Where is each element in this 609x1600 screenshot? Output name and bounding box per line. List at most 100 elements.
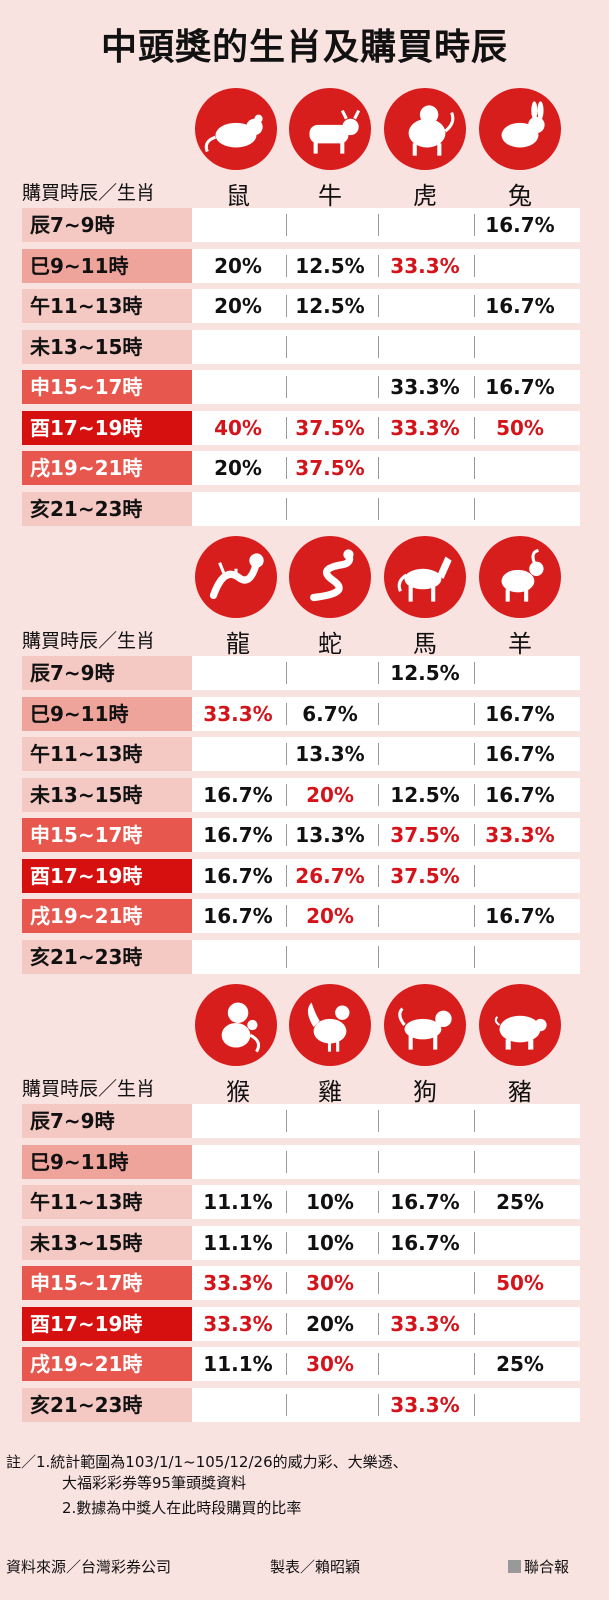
- snake-icon: [289, 536, 371, 618]
- monkey-icon: [195, 984, 277, 1066]
- column-divider: [286, 376, 287, 398]
- zodiac-panel-3: 購買時辰／生肖 猴 雞 狗 豬辰7~9時 巳9~11時 午11~13時 11.1% 10% 16.…: [0, 978, 609, 1508]
- time-slot-label: 戌19~21時: [22, 899, 192, 933]
- time-slot-label: 午11~13時: [22, 289, 192, 323]
- column-divider: [286, 905, 287, 927]
- table-row: 辰7~9時 12.5%: [0, 656, 609, 692]
- table-row: 亥21~23時 33.3%: [0, 1388, 609, 1424]
- time-slot-label: 亥21~23時: [22, 940, 192, 974]
- time-slot-label: 午11~13時: [22, 737, 192, 771]
- column-divider: [286, 1394, 287, 1416]
- column-divider: [286, 703, 287, 725]
- column-divider: [378, 743, 379, 765]
- dog-icon: [384, 984, 466, 1066]
- column-divider: [474, 255, 475, 277]
- column-divider: [378, 703, 379, 725]
- column-divider: [378, 255, 379, 277]
- column-divider: [378, 336, 379, 358]
- column-divider: [378, 1272, 379, 1294]
- column-divider: [286, 255, 287, 277]
- column-divider: [378, 1191, 379, 1213]
- table-row: 未13~15時 16.7% 20% 12.5% 16.7%: [0, 778, 609, 814]
- time-slot-label: 酉17~19時: [22, 1307, 192, 1341]
- percent-value: 6.7%: [302, 702, 358, 726]
- percent-value: 11.1%: [203, 1190, 273, 1214]
- column-divider: [378, 865, 379, 887]
- animal-label: 虎: [413, 182, 437, 210]
- percent-value: 16.7%: [485, 702, 555, 726]
- table-row: 午11~13時 11.1% 10% 16.7% 25%: [0, 1185, 609, 1221]
- time-slot-label: 亥21~23時: [22, 492, 192, 526]
- dragon-icon: [195, 536, 277, 618]
- column-divider: [286, 865, 287, 887]
- percent-value: 16.7%: [390, 1231, 460, 1255]
- column-divider: [474, 498, 475, 520]
- column-divider: [378, 784, 379, 806]
- percent-value: 50%: [496, 416, 544, 440]
- animal-label: 豬: [508, 1078, 532, 1106]
- percent-value: 33.3%: [390, 416, 460, 440]
- maker-credit: 製表／賴昭穎: [270, 1558, 361, 1576]
- percent-value: 20%: [306, 1312, 354, 1336]
- column-divider: [286, 457, 287, 479]
- column-divider: [286, 784, 287, 806]
- percent-value: 16.7%: [203, 783, 273, 807]
- percent-value: 30%: [306, 1271, 354, 1295]
- percent-value: 11.1%: [203, 1352, 273, 1376]
- column-divider: [286, 336, 287, 358]
- table-row: 午11~13時 13.3% 16.7%: [0, 737, 609, 773]
- animal-label: 羊: [508, 630, 532, 658]
- column-divider: [474, 1353, 475, 1375]
- column-divider: [378, 1151, 379, 1173]
- percent-value: 25%: [496, 1352, 544, 1376]
- percent-value: 26.7%: [295, 864, 365, 888]
- time-slot-label: 申15~17時: [22, 1266, 192, 1300]
- column-divider: [378, 662, 379, 684]
- percent-value: 33.3%: [390, 1393, 460, 1417]
- table-row: 酉17~19時 33.3% 20% 33.3%: [0, 1307, 609, 1343]
- goat-icon: [479, 536, 561, 618]
- table-row: 未13~15時 11.1% 10% 16.7%: [0, 1226, 609, 1262]
- time-slot-label: 未13~15時: [22, 1226, 192, 1260]
- percent-value: 33.3%: [390, 375, 460, 399]
- percent-value: 20%: [306, 904, 354, 928]
- column-divider: [378, 946, 379, 968]
- percent-value: 37.5%: [390, 864, 460, 888]
- percent-value: 37.5%: [295, 416, 365, 440]
- animal-label: 蛇: [318, 630, 342, 658]
- column-divider: [474, 1232, 475, 1254]
- percent-value: 50%: [496, 1271, 544, 1295]
- percent-value: 16.7%: [203, 823, 273, 847]
- page-title: 中頭獎的生肖及購買時辰: [100, 27, 508, 68]
- percent-value: 37.5%: [390, 823, 460, 847]
- animal-label: 兔: [508, 182, 532, 210]
- percent-value: 16.7%: [390, 1190, 460, 1214]
- column-divider: [474, 824, 475, 846]
- percent-value: 33.3%: [203, 1312, 273, 1336]
- table-row: 亥21~23時: [0, 492, 609, 528]
- table-row: 酉17~19時 16.7% 26.7% 37.5%: [0, 859, 609, 895]
- zodiac-panel-1: 購買時辰／生肖 鼠 牛 虎 兔辰7~9時 16.7% 巳9~11時 20% 12.5% 33.3%…: [0, 82, 609, 612]
- header-row: 購買時辰／生肖 龍 蛇 馬 羊: [0, 626, 609, 658]
- percent-value: 20%: [214, 456, 262, 480]
- column-divider: [286, 1151, 287, 1173]
- time-slot-label: 辰7~9時: [22, 656, 192, 690]
- percent-value: 33.3%: [390, 1312, 460, 1336]
- column-divider: [378, 1353, 379, 1375]
- column-divider: [286, 1110, 287, 1132]
- percent-value: 16.7%: [485, 742, 555, 766]
- time-slot-label: 未13~15時: [22, 778, 192, 812]
- table-row: 巳9~11時 20% 12.5% 33.3%: [0, 249, 609, 285]
- percent-value: 10%: [306, 1190, 354, 1214]
- column-divider: [286, 295, 287, 317]
- percent-value: 10%: [306, 1231, 354, 1255]
- column-divider: [474, 1151, 475, 1173]
- time-slot-label: 巳9~11時: [22, 249, 192, 283]
- table-row: 戌19~21時 20% 37.5%: [0, 451, 609, 487]
- column-divider: [378, 905, 379, 927]
- time-slot-label: 亥21~23時: [22, 1388, 192, 1422]
- column-divider: [474, 865, 475, 887]
- table-row: 亥21~23時: [0, 940, 609, 976]
- column-divider: [474, 214, 475, 236]
- column-divider: [378, 295, 379, 317]
